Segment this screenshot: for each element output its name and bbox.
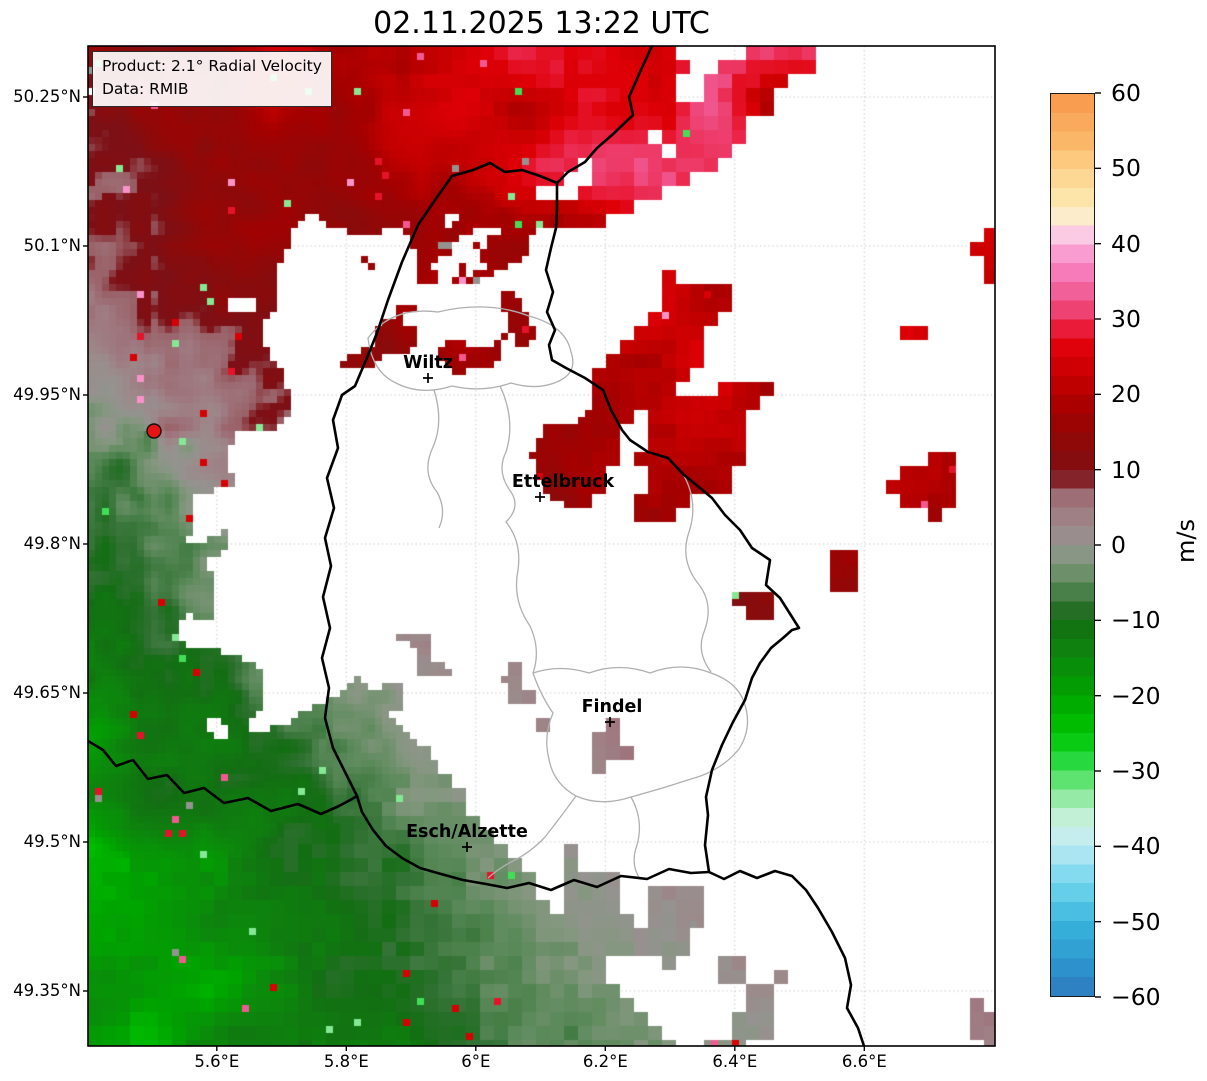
district-boundary-line	[532, 666, 749, 803]
district-boundary-line	[499, 385, 537, 674]
y-tick-label: 49.95°N	[13, 384, 81, 404]
y-tick-label: 50.1°N	[23, 235, 81, 255]
colorbar-tick-label: −60	[1111, 983, 1161, 1011]
colorbar-tick-label: −10	[1111, 606, 1161, 635]
colorbar-tick-label: 30	[1111, 305, 1141, 333]
city-plus-icon	[535, 492, 545, 502]
city-marker-esch-alzette: Esch/Alzette	[406, 822, 528, 852]
country-border-line	[320, 161, 801, 892]
district-boundary-line	[367, 306, 574, 391]
y-tick-label: 49.35°N	[13, 980, 81, 1000]
city-label: Ettelbruck	[512, 472, 615, 492]
city-label: Wiltz	[403, 353, 453, 373]
y-tick-label: 49.8°N	[23, 533, 81, 553]
colorbar-tick-label: −40	[1111, 832, 1161, 861]
city-marker-findel: Findel	[582, 697, 643, 727]
y-tick-label: 49.65°N	[13, 682, 81, 702]
colorbar-tick-label: 40	[1111, 229, 1141, 258]
city-marker-ettelbruck: Ettelbruck	[512, 472, 615, 502]
colorbar-unit-label: m/s	[1172, 519, 1200, 563]
data-source-line: Data: RMIB	[102, 80, 189, 99]
colorbar-tick-label: 60	[1111, 79, 1141, 107]
x-tick-label: 6.2°E	[582, 1052, 628, 1071]
colorbar-tick-label: 50	[1111, 154, 1141, 183]
figure-title: 02.11.2025 13:22 UTC	[373, 6, 710, 41]
product-info-box: Product: 2.1° Radial Velocity Data: RMIB	[92, 51, 332, 107]
country-border-line	[555, 46, 654, 185]
city-label: Findel	[582, 697, 643, 717]
y-tick-label: 50.25°N	[13, 87, 81, 106]
city-marker-wiltz: Wiltz	[403, 353, 453, 383]
country-border-line	[707, 869, 866, 1046]
colorbar-tick-label: 0	[1111, 531, 1126, 559]
district-boundary-line	[682, 473, 712, 673]
colorbar-tick-label: −30	[1111, 757, 1161, 785]
radar-site-marker	[146, 423, 162, 439]
district-boundary-line	[427, 389, 444, 529]
x-tick-label: 6.4°E	[712, 1052, 758, 1071]
y-tick-label: 49.5°N	[23, 831, 81, 851]
city-plus-icon	[423, 373, 433, 383]
colorbar-tick-label: −50	[1111, 907, 1161, 936]
country-border-line	[88, 739, 359, 816]
x-tick-label: 6.6°E	[841, 1052, 887, 1071]
colorbar-tick-label: 20	[1111, 380, 1141, 409]
district-boundary-line	[630, 796, 641, 880]
colorbar-tick-label: −20	[1111, 681, 1161, 710]
x-tick-label: 5.6°E	[194, 1052, 240, 1071]
city-plus-icon	[462, 842, 472, 852]
region-boundaries	[88, 46, 866, 1046]
district-boundary-line	[487, 795, 577, 879]
colorbar	[1050, 93, 1095, 997]
colorbar-tick-label: 10	[1111, 455, 1141, 484]
radar-velocity-field-canvas	[88, 46, 995, 1046]
x-tick-label: 6°E	[461, 1052, 491, 1071]
plot-frame	[87, 45, 996, 1047]
product-line: Product: 2.1° Radial Velocity	[102, 57, 322, 75]
city-plus-icon	[605, 717, 615, 727]
city-label: Esch/Alzette	[406, 822, 528, 842]
x-tick-label: 5.8°E	[323, 1052, 369, 1071]
